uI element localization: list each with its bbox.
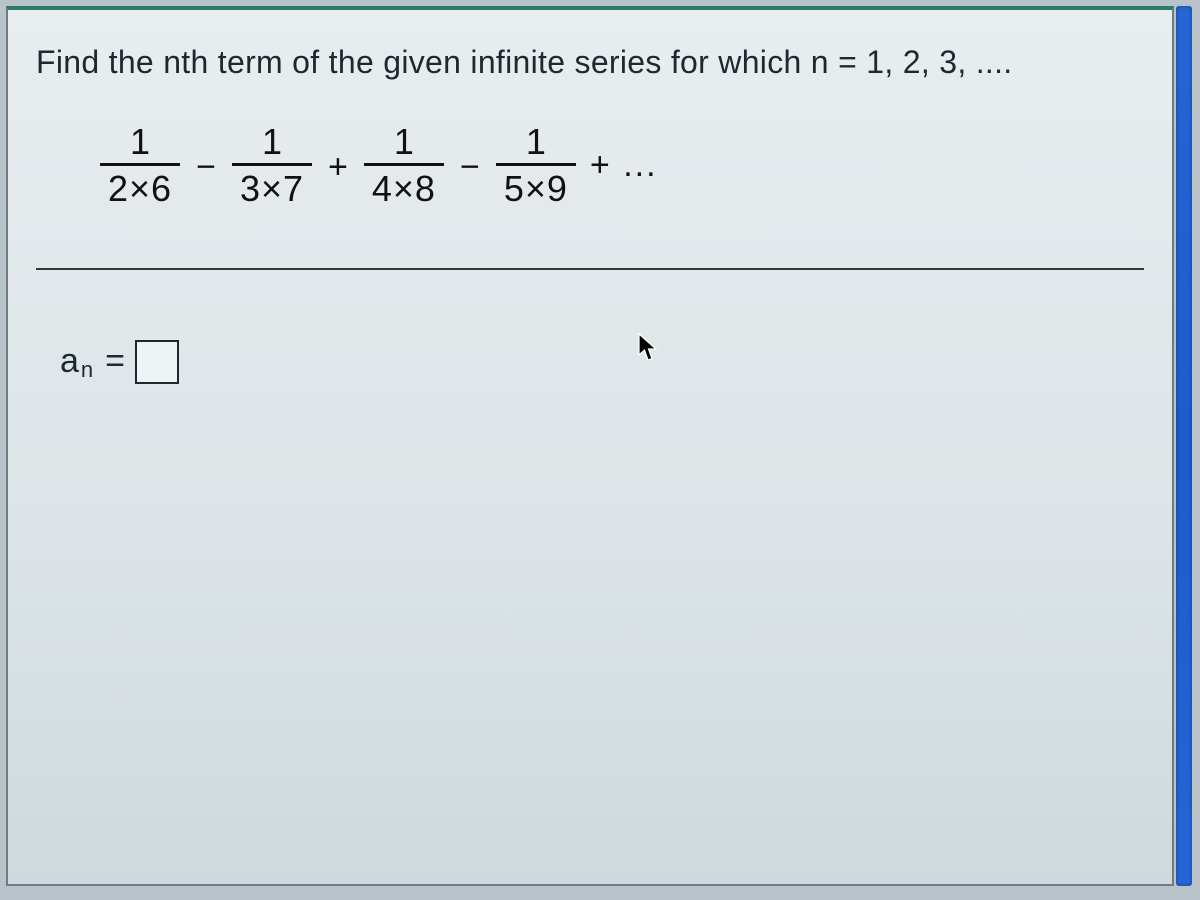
denominator: 2×6 [100, 163, 180, 208]
operator-minus: − [196, 148, 216, 187]
question-prompt: Find the nth term of the given infinite … [36, 44, 1144, 81]
numerator: 1 [124, 123, 156, 163]
answer-row: a n = [60, 340, 1144, 384]
answer-input[interactable] [135, 340, 179, 384]
denominator: 5×9 [496, 163, 576, 208]
numerator: 1 [388, 123, 420, 163]
answer-variable: a [60, 342, 79, 381]
denominator: 3×7 [232, 163, 312, 208]
fraction-term-1: 1 2×6 [100, 123, 180, 208]
denominator: 4×8 [364, 163, 444, 208]
question-panel: Find the nth term of the given infinite … [6, 6, 1174, 886]
fraction-term-2: 1 3×7 [232, 123, 312, 208]
series-tail: + ... [590, 146, 658, 185]
operator-plus: + [328, 148, 348, 187]
answer-subscript: n [81, 357, 93, 383]
section-divider [36, 268, 1144, 270]
equals-sign: = [105, 342, 125, 381]
numerator: 1 [256, 123, 288, 163]
series-expression: 1 2×6 − 1 3×7 + 1 4×8 − 1 5×9 + ... [98, 123, 1144, 208]
scrollbar[interactable] [1176, 6, 1192, 886]
numerator: 1 [520, 123, 552, 163]
operator-minus: − [460, 148, 480, 187]
fraction-term-4: 1 5×9 [496, 123, 576, 208]
fraction-term-3: 1 4×8 [364, 123, 444, 208]
